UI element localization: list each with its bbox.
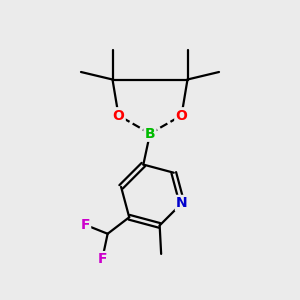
Text: F: F	[98, 252, 107, 266]
Text: B: B	[145, 127, 155, 140]
Text: N: N	[176, 196, 188, 210]
Text: O: O	[112, 109, 124, 122]
Text: F: F	[80, 218, 90, 232]
Text: O: O	[176, 109, 188, 122]
